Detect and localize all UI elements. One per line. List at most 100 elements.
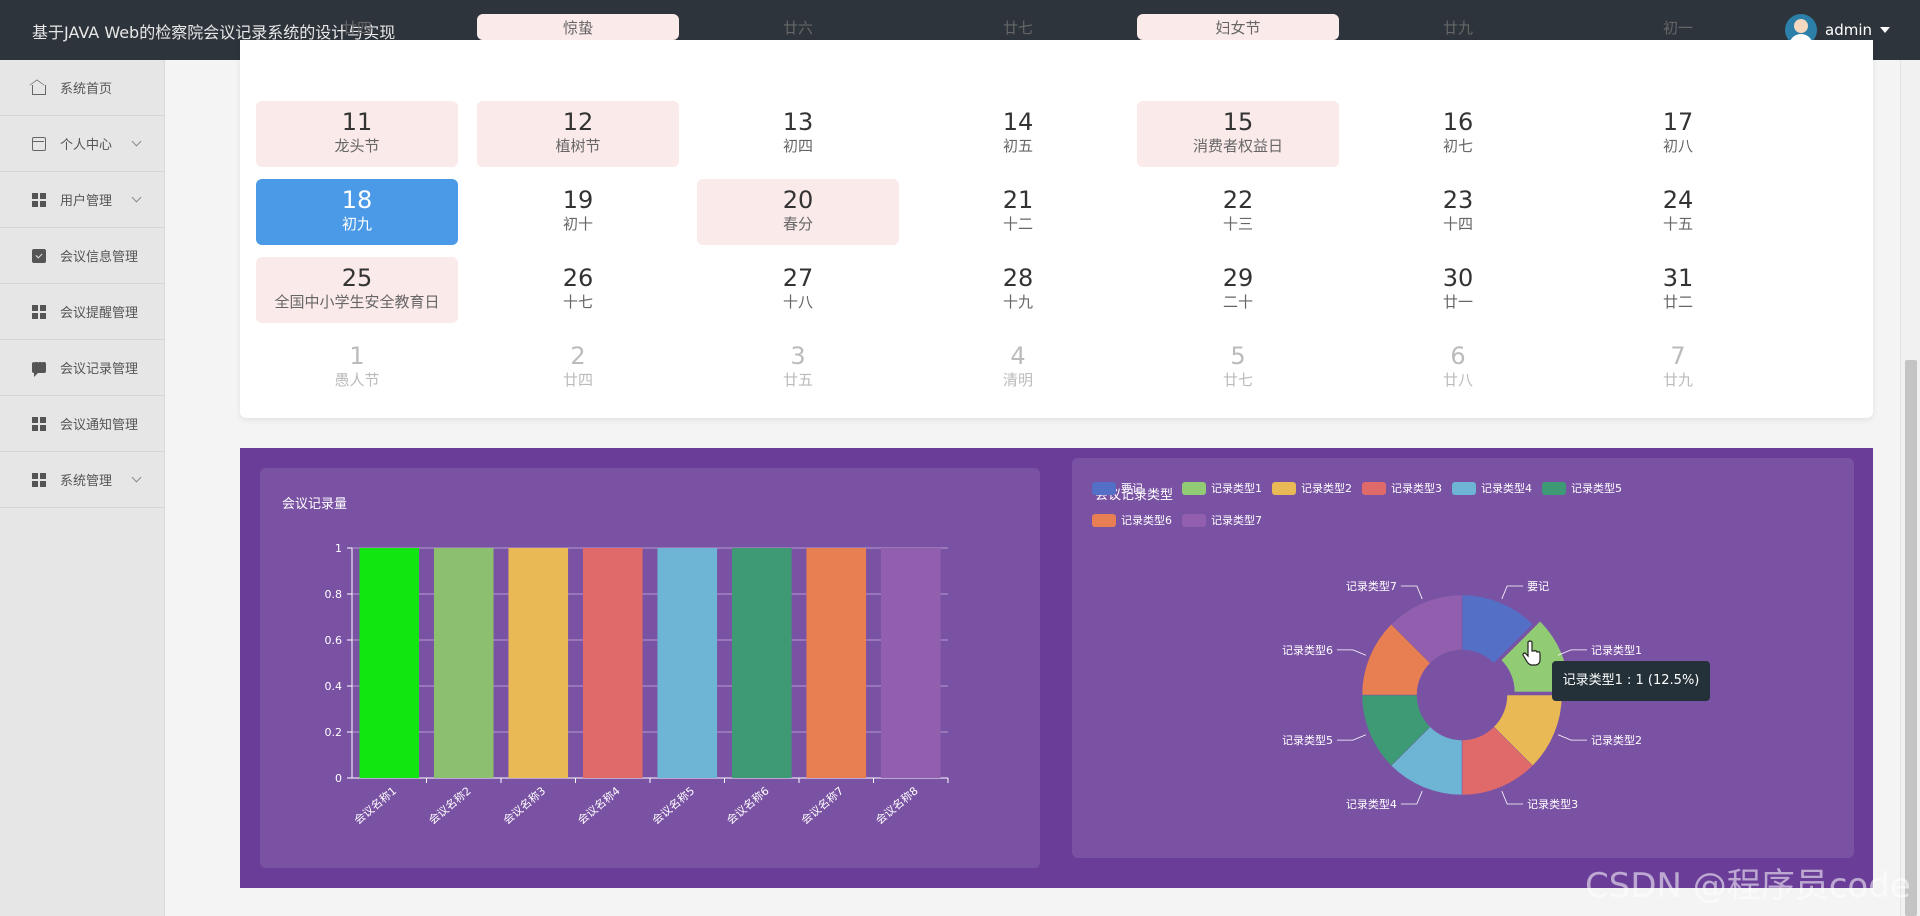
calendar-day[interactable]: 廿四 (256, 14, 458, 40)
day-number: 18 (341, 186, 373, 214)
caret-down-icon[interactable] (1880, 27, 1890, 33)
calendar-day[interactable]: 19 初十 (477, 179, 679, 245)
calendar-day[interactable]: 1 愚人节 (256, 335, 458, 401)
lunar-label: 廿九 (1662, 371, 1693, 389)
y-tick-label: 0.4 (325, 680, 343, 693)
grid-icon (32, 472, 46, 487)
bar (880, 548, 941, 778)
calendar-day[interactable]: 廿七 (917, 14, 1119, 40)
calendar-day[interactable]: 31 廿二 (1577, 257, 1779, 323)
scrollbar-thumb[interactable] (1905, 360, 1917, 916)
calendar-day[interactable]: 15 消费者权益日 (1137, 101, 1339, 167)
legend-item[interactable]: 要记 (1092, 480, 1143, 496)
x-tick-label: 会议名称5 (649, 784, 697, 828)
lunar-label: 二十 (1222, 293, 1253, 311)
lunar-label: 廿六 (782, 19, 813, 37)
calendar-day[interactable]: 20 春分 (697, 179, 899, 245)
calendar-day[interactable]: 12 植树节 (477, 101, 679, 167)
sidebar-item-label: 系统管理 (60, 474, 113, 489)
lunar-label: 植树节 (555, 137, 601, 155)
lunar-label: 廿七 (1002, 19, 1033, 37)
lunar-label: 初一 (1662, 19, 1693, 37)
legend-label: 记录类型7 (1211, 514, 1262, 527)
lunar-label: 初七 (1442, 137, 1473, 155)
calendar-day[interactable]: 25 全国中小学生安全教育日 (256, 257, 458, 323)
calendar-day[interactable]: 21 十二 (917, 179, 1119, 245)
calendar-day[interactable]: 7 廿九 (1577, 335, 1779, 401)
bar (582, 548, 643, 778)
sidebar-item-7[interactable]: 系统管理 (0, 452, 164, 508)
calendar-day[interactable]: 5 廿七 (1137, 335, 1339, 401)
sidebar-item-6[interactable]: 会议通知管理 (0, 396, 164, 452)
lunar-label: 十八 (782, 293, 813, 311)
legend-item[interactable]: 记录类型6 (1092, 512, 1172, 528)
calendar-day[interactable]: 13 初四 (697, 101, 899, 167)
calendar-day[interactable]: 6 廿八 (1357, 335, 1559, 401)
sidebar-item-1[interactable]: 个人中心 (0, 116, 164, 172)
hand-cursor-icon (1522, 640, 1541, 666)
sidebar-item-4[interactable]: 会议提醒管理 (0, 284, 164, 340)
x-tick-label: 会议名称2 (426, 784, 474, 828)
legend-swatch (1362, 481, 1386, 495)
calendar-day[interactable]: 16 初七 (1357, 101, 1559, 167)
lunar-label: 消费者权益日 (1192, 137, 1283, 155)
bar (806, 548, 867, 778)
calendar-day[interactable]: 廿六 (697, 14, 899, 40)
sidebar-item-3[interactable]: 会议信息管理 (0, 228, 164, 284)
sidebar-item-2[interactable]: 用户管理 (0, 172, 164, 228)
legend-item[interactable]: 记录类型7 (1182, 512, 1262, 528)
calendar-day[interactable]: 28 十九 (917, 257, 1119, 323)
x-tick-label: 会议名称8 (873, 784, 921, 828)
day-number: 23 (1442, 186, 1474, 214)
username[interactable]: admin (1825, 21, 1872, 39)
lunar-label: 十五 (1662, 215, 1693, 233)
bar-chart-title: 会议记录量 (282, 497, 348, 512)
calendar-day[interactable]: 30 廿一 (1357, 257, 1559, 323)
sidebar-item-label: 个人中心 (60, 138, 113, 153)
sidebar-item-0[interactable]: 系统首页 (0, 60, 164, 116)
lunar-label: 清明 (1002, 371, 1033, 389)
bar (508, 548, 569, 778)
calendar-day[interactable]: 11 龙头节 (256, 101, 458, 167)
lunar-label: 妇女节 (1215, 19, 1261, 37)
calendar-day[interactable]: 惊蛰 (477, 14, 679, 40)
day-number: 22 (1222, 186, 1254, 214)
calendar-day[interactable]: 2 廿四 (477, 335, 679, 401)
pie-tooltip: 记录类型1 : 1 (12.5%) (1552, 661, 1710, 701)
legend-item[interactable]: 记录类型4 (1452, 480, 1532, 496)
calendar-day[interactable]: 廿九 (1357, 14, 1559, 40)
legend-item[interactable]: 记录类型5 (1542, 480, 1622, 496)
calendar-day[interactable]: 初一 (1577, 14, 1779, 40)
calendar-day[interactable]: 27 十八 (697, 257, 899, 323)
y-tick-label: 1 (335, 542, 342, 555)
lunar-label: 廿五 (782, 371, 813, 389)
legend-item[interactable]: 记录类型3 (1362, 480, 1442, 496)
lunar-label: 初八 (1662, 137, 1693, 155)
scrollbar[interactable] (1900, 60, 1920, 916)
y-tick-label: 0.6 (325, 634, 343, 647)
calendar-day[interactable]: 妇女节 (1137, 14, 1339, 40)
calendar-day[interactable]: 23 十四 (1357, 179, 1559, 245)
bar (433, 548, 494, 778)
calendar-day[interactable]: 14 初五 (917, 101, 1119, 167)
lunar-label: 愚人节 (334, 371, 380, 389)
calendar-day[interactable]: 26 十七 (477, 257, 679, 323)
lunar-label: 初四 (782, 137, 813, 155)
day-number: 7 (1670, 342, 1686, 370)
grid-icon (32, 304, 46, 319)
day-number: 25 (341, 264, 373, 292)
calendar-day[interactable]: 3 廿五 (697, 335, 899, 401)
calendar-day[interactable]: 18 初九 (256, 179, 458, 245)
calendar-day[interactable]: 22 十三 (1137, 179, 1339, 245)
calendar-day[interactable]: 4 清明 (917, 335, 1119, 401)
legend-item[interactable]: 记录类型2 (1272, 480, 1352, 496)
sidebar-item-5[interactable]: 会议记录管理 (0, 340, 164, 396)
calendar-day[interactable]: 29 二十 (1137, 257, 1339, 323)
sidebar-item-label: 系统首页 (60, 82, 113, 97)
legend-item[interactable]: 记录类型1 (1182, 480, 1262, 496)
day-number: 20 (782, 186, 814, 214)
calendar-day[interactable]: 24 十五 (1577, 179, 1779, 245)
calendar-day[interactable]: 17 初八 (1577, 101, 1779, 167)
lunar-label: 廿九 (1442, 19, 1473, 37)
